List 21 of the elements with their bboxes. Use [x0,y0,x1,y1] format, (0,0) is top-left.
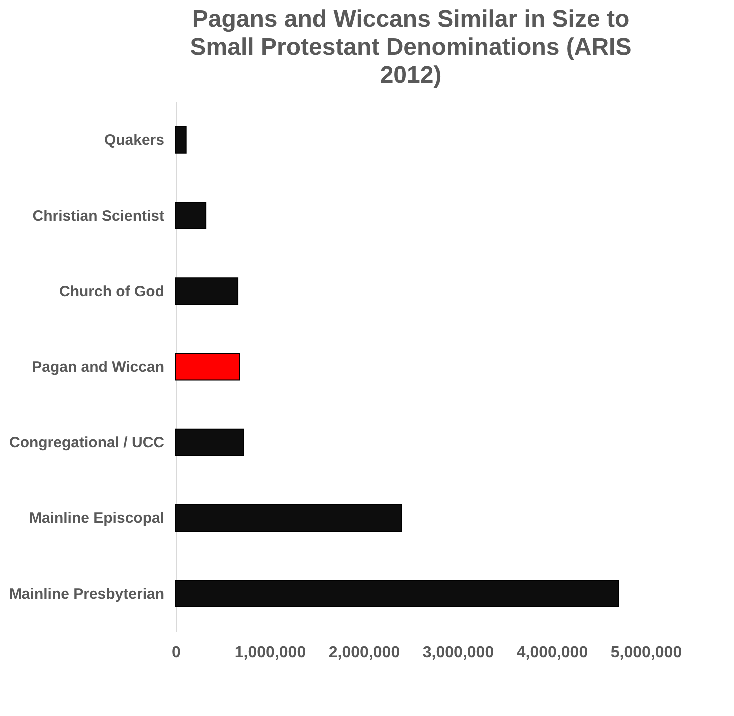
bar [176,278,239,306]
y-tick-label: Pagan and Wiccan [32,359,164,376]
x-tick-label: 2,000,000 [328,644,400,662]
bar [176,504,402,532]
x-tick-label: 5,000,000 [610,644,682,662]
y-tick-label: Mainline Episcopal [29,510,164,528]
bar [176,126,187,154]
x-tick-label: 0 [172,644,182,662]
y-tick-label: Quakers [104,132,164,150]
bar [176,580,620,608]
x-tick-label: 4,000,000 [516,644,588,662]
chart-title: Pagans and Wiccans Similar in Size to Small Protestant Denominations (ARIS 2012) [190,6,632,89]
bar [176,202,207,230]
y-tick-label: Congregational / UCC [9,434,165,452]
x-tick-label: 3,000,000 [422,644,494,662]
y-tick-label: Church of God [60,283,164,300]
x-tick-label: 1,000,000 [234,644,306,662]
y-tick-label: Mainline Presbyterian [9,586,164,603]
bar [176,428,244,456]
y-tick-label: Christian Scientist [32,208,164,225]
bar [176,353,240,381]
